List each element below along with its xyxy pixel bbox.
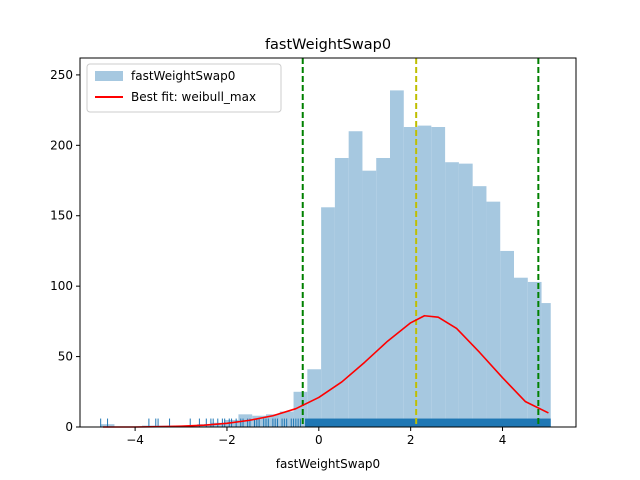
legend-swatch-histogram <box>95 71 123 81</box>
histogram-bar-31 <box>527 281 542 427</box>
x-tick-label: −2 <box>218 433 236 447</box>
histogram-bar-15 <box>307 369 322 427</box>
legend: fastWeightSwap0 Best fit: weibull_max <box>86 63 282 113</box>
histogram-bar-20 <box>376 157 390 427</box>
histogram-bar-29 <box>500 250 514 427</box>
y-tick-label: 200 <box>50 138 73 152</box>
y-tick-label: 250 <box>50 68 73 82</box>
histogram-bar-30 <box>514 277 528 427</box>
histogram-bar-16 <box>321 207 335 427</box>
legend-box <box>86 63 282 113</box>
y-tick-label: 50 <box>58 350 73 364</box>
histogram-bar-21 <box>390 90 404 427</box>
histogram-bar-14 <box>293 391 308 427</box>
histogram-bar-18 <box>348 131 363 428</box>
histogram-bar-19 <box>362 170 377 427</box>
rug-plot <box>100 418 551 427</box>
y-tick-label: 100 <box>50 279 73 293</box>
histogram-bar-32 <box>541 303 551 427</box>
rug-dense-band <box>305 418 551 427</box>
histogram-bar-17 <box>334 157 349 427</box>
y-tick-label: 0 <box>65 420 73 434</box>
axes-frame <box>79 57 577 428</box>
histogram-bar-25 <box>445 162 459 427</box>
legend-label: fastWeightSwap0 <box>131 69 235 83</box>
histogram-bar-22 <box>403 127 418 428</box>
x-tick-label: 4 <box>499 433 507 447</box>
plot-area <box>100 58 551 428</box>
x-tick-label: −4 <box>126 433 144 447</box>
y-tick-label: 150 <box>50 209 73 223</box>
axes: −4 −2 0 2 4 0 50 100 150 200 250 <box>50 57 577 447</box>
best-fit-line <box>102 314 549 428</box>
x-tick-label: 0 <box>315 433 323 447</box>
histogram-bar-24 <box>431 127 446 428</box>
x-axis-label: fastWeightSwap0 <box>276 457 380 471</box>
legend-label: Best fit: weibull_max <box>131 90 256 104</box>
histogram-bar-23 <box>417 125 432 427</box>
x-tick-label: 2 <box>407 433 415 447</box>
chart-title: fastWeightSwap0 <box>265 37 391 53</box>
histogram-bar-27 <box>472 186 487 427</box>
histogram-bar-26 <box>458 163 473 428</box>
histogram-bar-28 <box>486 201 501 427</box>
